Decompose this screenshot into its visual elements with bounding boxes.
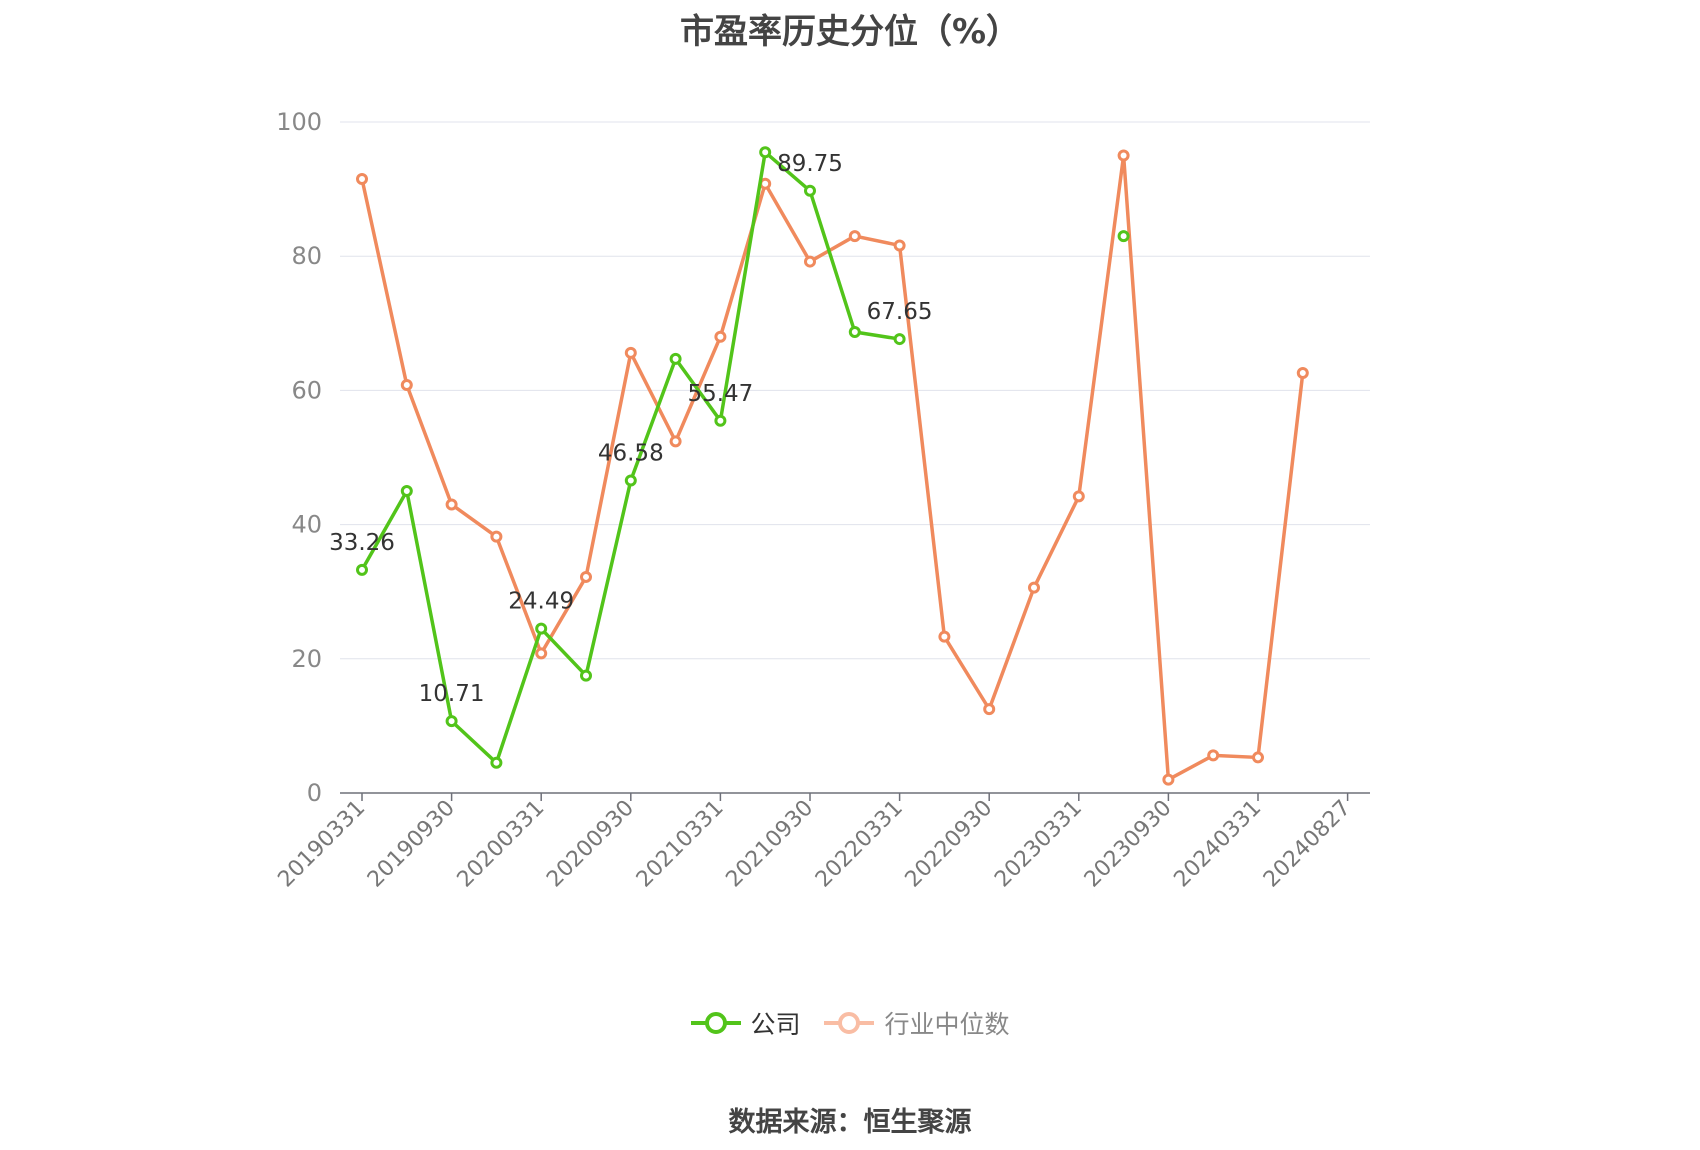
data-point-industry <box>1296 366 1309 379</box>
series-line-industry <box>360 153 1305 782</box>
data-point-industry <box>804 255 816 268</box>
data-point-industry <box>1117 149 1130 162</box>
data-label-company: 67.65 <box>867 299 933 325</box>
x-tick-label: 20210930 <box>721 796 818 893</box>
data-point-company <box>714 414 727 427</box>
data-point-company <box>669 352 682 365</box>
data-label-company: 55.47 <box>687 381 753 407</box>
data-point-industry <box>624 346 637 359</box>
data-source: 数据来源：恒生聚源 <box>728 1107 972 1138</box>
data-point-company <box>848 326 861 339</box>
x-tick-label: 20230930 <box>1080 796 1177 893</box>
data-point-company <box>535 622 548 635</box>
data-labels: 33.26 10.71 24.49 46.58 55.47 89.75 67.65 <box>329 151 932 707</box>
data-point-industry <box>848 230 861 243</box>
x-tick-label: 20230331 <box>990 796 1087 893</box>
x-tick-label: 20210331 <box>632 796 729 893</box>
legend-item-industry[interactable]: 行业中位数 <box>824 1005 1009 1041</box>
data-point-company <box>624 474 637 487</box>
data-point-industry <box>669 435 682 448</box>
y-tick-label: 60 <box>291 376 322 404</box>
data-point-company <box>580 669 592 682</box>
data-point-industry <box>1028 581 1040 594</box>
x-tick-label: 20190331 <box>273 796 370 893</box>
y-tick-label: 100 <box>276 108 322 136</box>
data-point-industry <box>490 530 503 543</box>
chart-title: 市盈率历史分位（%） <box>679 12 1021 52</box>
grid-lines <box>340 121 1370 660</box>
data-label-company: 10.71 <box>419 681 485 707</box>
data-point-industry <box>535 647 548 660</box>
data-point-industry <box>983 703 996 716</box>
legend: 公司 行业中位数 <box>0 1005 1700 1042</box>
data-point-company <box>356 563 368 576</box>
x-tick-label: 20240331 <box>1169 796 1266 893</box>
x-tick-label: 20220930 <box>901 796 998 893</box>
x-tick-label: 20200331 <box>453 796 550 893</box>
y-tick-label: 0 <box>307 779 322 807</box>
data-point-industry <box>580 570 592 583</box>
series-layer <box>356 146 1309 786</box>
data-point-industry <box>1072 490 1085 503</box>
data-point-company <box>445 715 458 728</box>
data-point-industry <box>938 630 951 643</box>
data-point-company <box>490 756 503 769</box>
data-point-industry <box>400 379 413 392</box>
legend-label-company: 公司 <box>750 1010 801 1039</box>
legend-label-industry: 行业中位数 <box>884 1010 1010 1039</box>
x-tick-label: 20220331 <box>811 796 908 893</box>
x-tick-label: 20240827 <box>1259 796 1356 893</box>
data-point-industry <box>1252 751 1264 764</box>
data-point-industry <box>714 330 727 343</box>
line-chart: 0 20 40 60 80 100 2019033120190930202003312020… <box>273 108 1370 893</box>
y-tick-label: 80 <box>291 242 322 270</box>
data-point-industry <box>356 173 368 186</box>
data-point-industry <box>893 239 906 252</box>
legend-marker-company <box>690 1012 741 1034</box>
data-label-company: 33.26 <box>329 530 395 556</box>
data-point-industry <box>445 498 458 511</box>
data-label-company: 24.49 <box>508 589 574 615</box>
y-tick-label: 40 <box>291 511 322 539</box>
data-label-company: 89.75 <box>777 151 843 177</box>
data-point-company <box>400 485 413 498</box>
data-point-company <box>804 184 816 197</box>
data-point-company <box>893 333 906 346</box>
x-tick-label: 20190930 <box>363 796 460 893</box>
legend-marker-industry <box>824 1012 875 1034</box>
y-tick-label: 20 <box>291 645 322 673</box>
data-point-industry <box>1207 749 1220 762</box>
data-point-company <box>759 146 772 159</box>
legend-item-company[interactable]: 公司 <box>690 1005 801 1041</box>
data-label-company: 46.58 <box>598 440 664 466</box>
data-point-industry <box>1162 773 1175 786</box>
x-tick-label: 20200930 <box>542 796 639 893</box>
data-point-company <box>1117 230 1130 243</box>
